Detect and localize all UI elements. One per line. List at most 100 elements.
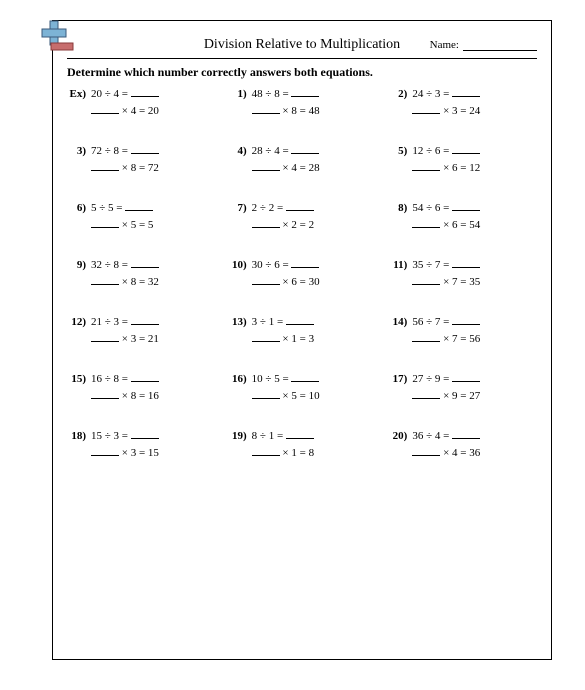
division-equation: 72 ÷ 8 =	[91, 143, 159, 160]
problem-label: 15)	[67, 371, 91, 388]
answer-blank[interactable]	[91, 218, 119, 228]
multiplication-equation: × 5 = 5	[91, 217, 153, 234]
problem: 6)5 ÷ 5 = × 5 = 5	[67, 200, 216, 233]
division-equation: 8 ÷ 1 =	[252, 428, 314, 445]
name-label: Name:	[430, 39, 459, 51]
answer-blank[interactable]	[452, 429, 480, 439]
answer-blank[interactable]	[131, 258, 159, 268]
answer-blank[interactable]	[286, 201, 314, 211]
problem-label: 18)	[67, 428, 91, 445]
division-equation: 27 ÷ 9 =	[412, 371, 480, 388]
multiplication-equation: × 6 = 30	[252, 274, 320, 291]
answer-blank[interactable]	[252, 275, 280, 285]
multiplication-equation: × 8 = 32	[91, 274, 159, 291]
problem-label: 13)	[228, 314, 252, 331]
division-equation: 12 ÷ 6 =	[412, 143, 480, 160]
answer-blank[interactable]	[452, 87, 480, 97]
multiplication-equation: × 8 = 48	[252, 103, 320, 120]
division-equation: 5 ÷ 5 =	[91, 200, 153, 217]
division-equation: 48 ÷ 8 =	[252, 86, 320, 103]
division-equation: 32 ÷ 8 =	[91, 257, 159, 274]
multiplication-equation: × 1 = 8	[252, 445, 314, 462]
answer-blank[interactable]	[252, 104, 280, 114]
answer-blank[interactable]	[91, 389, 119, 399]
worksheet-page: Division Relative to Multiplication Name…	[52, 20, 552, 660]
answer-blank[interactable]	[125, 201, 153, 211]
problem-label: 14)	[388, 314, 412, 331]
answer-blank[interactable]	[452, 315, 480, 325]
problem: 19)8 ÷ 1 = × 1 = 8	[228, 428, 377, 461]
problem: 11)35 ÷ 7 = × 7 = 35	[388, 257, 537, 290]
problem-label: 6)	[67, 200, 91, 217]
answer-blank[interactable]	[252, 218, 280, 228]
answer-blank[interactable]	[91, 332, 119, 342]
problem: Ex)20 ÷ 4 = × 4 = 20	[67, 86, 216, 119]
problem: 8)54 ÷ 6 = × 6 = 54	[388, 200, 537, 233]
answer-blank[interactable]	[412, 161, 440, 171]
problem-label: 12)	[67, 314, 91, 331]
division-equation: 24 ÷ 3 =	[412, 86, 480, 103]
answer-blank[interactable]	[412, 332, 440, 342]
division-equation: 20 ÷ 4 =	[91, 86, 159, 103]
answer-blank[interactable]	[131, 87, 159, 97]
problem: 18)15 ÷ 3 = × 3 = 15	[67, 428, 216, 461]
answer-blank[interactable]	[252, 161, 280, 171]
answer-blank[interactable]	[412, 446, 440, 456]
multiplication-equation: × 4 = 28	[252, 160, 320, 177]
problem: 13)3 ÷ 1 = × 1 = 3	[228, 314, 377, 347]
problem-label: 19)	[228, 428, 252, 445]
problem: 10)30 ÷ 6 = × 6 = 30	[228, 257, 377, 290]
answer-blank[interactable]	[412, 104, 440, 114]
answer-blank[interactable]	[131, 372, 159, 382]
name-input-line[interactable]	[463, 50, 537, 51]
problem-label: Ex)	[67, 86, 91, 103]
division-equation: 35 ÷ 7 =	[412, 257, 480, 274]
problem-label: 5)	[388, 143, 412, 160]
division-equation: 3 ÷ 1 =	[252, 314, 314, 331]
answer-blank[interactable]	[131, 144, 159, 154]
answer-blank[interactable]	[91, 275, 119, 285]
problem-label: 9)	[67, 257, 91, 274]
multiplication-equation: × 6 = 12	[412, 160, 480, 177]
division-equation: 28 ÷ 4 =	[252, 143, 320, 160]
answer-blank[interactable]	[252, 332, 280, 342]
answer-blank[interactable]	[412, 218, 440, 228]
problem-label: 8)	[388, 200, 412, 217]
multiplication-equation: × 8 = 72	[91, 160, 159, 177]
answer-blank[interactable]	[91, 161, 119, 171]
answer-blank[interactable]	[291, 258, 319, 268]
division-equation: 16 ÷ 8 =	[91, 371, 159, 388]
header: Division Relative to Multiplication Name…	[67, 31, 537, 59]
problem: 15)16 ÷ 8 = × 8 = 16	[67, 371, 216, 404]
answer-blank[interactable]	[91, 104, 119, 114]
answer-blank[interactable]	[131, 429, 159, 439]
multiplication-equation: × 7 = 56	[412, 331, 480, 348]
multiplication-equation: × 4 = 36	[412, 445, 480, 462]
problem-label: 3)	[67, 143, 91, 160]
answer-blank[interactable]	[291, 87, 319, 97]
problem-label: 20)	[388, 428, 412, 445]
answer-blank[interactable]	[452, 372, 480, 382]
problem-label: 2)	[388, 86, 412, 103]
answer-blank[interactable]	[252, 446, 280, 456]
answer-blank[interactable]	[131, 315, 159, 325]
answer-blank[interactable]	[452, 144, 480, 154]
answer-blank[interactable]	[286, 315, 314, 325]
answer-blank[interactable]	[286, 429, 314, 439]
problem-label: 7)	[228, 200, 252, 217]
answer-blank[interactable]	[291, 144, 319, 154]
answer-blank[interactable]	[252, 389, 280, 399]
division-equation: 15 ÷ 3 =	[91, 428, 159, 445]
problem: 1)48 ÷ 8 = × 8 = 48	[228, 86, 377, 119]
problem: 17)27 ÷ 9 = × 9 = 27	[388, 371, 537, 404]
multiplication-equation: × 4 = 20	[91, 103, 159, 120]
answer-blank[interactable]	[452, 258, 480, 268]
answer-blank[interactable]	[412, 389, 440, 399]
problem: 7)2 ÷ 2 = × 2 = 2	[228, 200, 377, 233]
division-equation: 21 ÷ 3 =	[91, 314, 159, 331]
division-equation: 30 ÷ 6 =	[252, 257, 320, 274]
answer-blank[interactable]	[452, 201, 480, 211]
answer-blank[interactable]	[91, 446, 119, 456]
answer-blank[interactable]	[412, 275, 440, 285]
answer-blank[interactable]	[291, 372, 319, 382]
